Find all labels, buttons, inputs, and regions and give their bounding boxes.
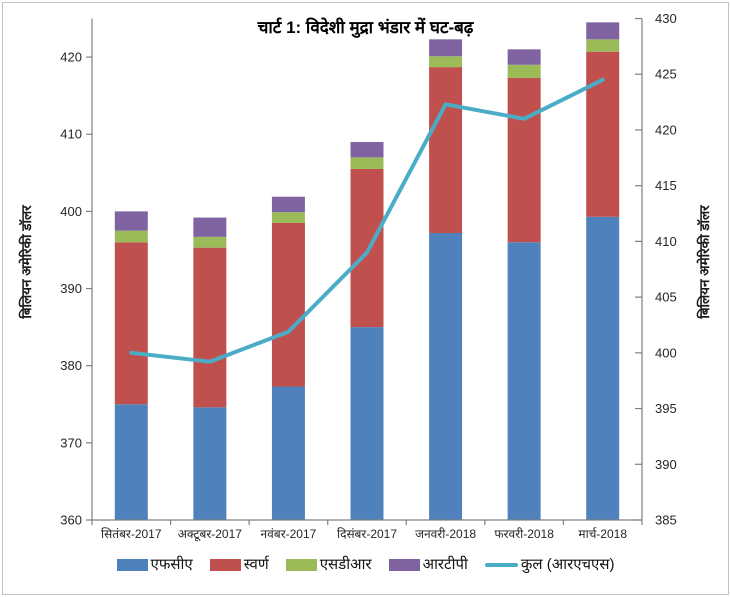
legend-item-total: कुल (आरएचएस) — [484, 556, 615, 574]
left-axis-tick-label: 400 — [60, 204, 82, 219]
chart-title: चार्ट 1: विदेशी मुद्रा भंडार में घट-बढ़ — [257, 18, 474, 37]
bar-segment-rtp — [586, 22, 620, 40]
legend-label-total: कुल (आरएचएस) — [520, 556, 615, 573]
left-axis-tick-label: 380 — [60, 358, 82, 373]
bar-segment-fca — [586, 216, 620, 520]
legend-swatch-rtp — [388, 559, 420, 571]
bar-segment-gold — [114, 242, 148, 405]
bar-segment-rtp — [114, 211, 148, 231]
bar-segment-rtp — [350, 141, 384, 158]
left-axis-tick-label: 420 — [60, 50, 82, 65]
left-axis-tick-label: 410 — [60, 127, 82, 142]
bar-segment-sdr — [586, 39, 620, 52]
bar-segment-rtp — [507, 49, 541, 65]
legend-label-rtp: आरटीपी — [422, 556, 468, 573]
bar-segment-gold — [507, 77, 541, 243]
bar-segment-gold — [271, 222, 305, 387]
bar-segment-fca — [271, 386, 305, 520]
total-line — [129, 77, 605, 364]
right-axis-tick-label: 400 — [655, 345, 677, 360]
bar-segment-rtp — [429, 39, 463, 57]
bar-segment-fca — [429, 232, 463, 521]
left-axis-tick-label: 370 — [60, 435, 82, 450]
right-axis-tick-label: 390 — [655, 457, 677, 472]
right-axis-tick-label: 405 — [655, 290, 677, 305]
bar-segment-rtp — [193, 217, 227, 237]
bar-segment-gold — [193, 247, 227, 408]
legend-item-gold: स्वर्ण — [209, 556, 269, 574]
bar-segment-sdr — [193, 236, 227, 248]
bar-segment-sdr — [507, 64, 541, 78]
bar-segment-fca — [193, 407, 227, 520]
legend-swatch-total — [484, 563, 518, 567]
legend-swatch-fca — [116, 559, 148, 571]
x-axis-category-label: फरवरी-2018 — [494, 527, 554, 541]
bar-segment-sdr — [114, 230, 148, 243]
bar-segment-gold — [586, 51, 620, 217]
right-axis-tick-label: 430 — [655, 11, 677, 26]
bar-segment-sdr — [271, 212, 305, 223]
right-axis-tick-label: 385 — [655, 513, 677, 528]
legend-label-gold: स्वर्ण — [243, 556, 269, 573]
bar-segment-fca — [507, 242, 541, 520]
right-axis-tick-label: 395 — [655, 401, 677, 416]
right-axis-tick-label: 410 — [655, 234, 677, 249]
chart-legend: एफसीए स्वर्ण एसडीआर आरटीपी कुल (आरएचएस) — [0, 556, 731, 574]
x-axis-category-label: मार्च-2018 — [578, 527, 627, 541]
x-axis-category-label: अक्टूबर-2017 — [178, 527, 243, 542]
legend-swatch-sdr — [285, 559, 317, 571]
bar-segment-rtp — [271, 196, 305, 213]
legend-label-sdr: एसडीआर — [319, 556, 372, 573]
bar-segment-fca — [114, 404, 148, 520]
legend-item-fca: एफसीए — [116, 556, 193, 574]
legend-swatch-gold — [209, 559, 241, 571]
bar-segment-gold — [429, 67, 463, 233]
legend-label-fca: एफसीए — [150, 556, 193, 573]
bar-segment-sdr — [350, 157, 384, 169]
bar-segment-gold — [350, 168, 384, 328]
x-axis-category-label: नवंबर-2017 — [261, 527, 317, 541]
left-axis-tick-label: 390 — [60, 281, 82, 296]
x-axis-category-label: दिसंबर-2017 — [337, 527, 397, 541]
left-axis-tick-label: 360 — [60, 513, 82, 528]
right-axis-tick-label: 420 — [655, 122, 677, 137]
legend-item-rtp: आरटीपी — [388, 556, 468, 574]
bar-segment-sdr — [429, 56, 463, 68]
right-axis-tick-label: 415 — [655, 178, 677, 193]
x-axis-category-label: सितंबर-2017 — [101, 527, 162, 541]
legend-item-sdr: एसडीआर — [285, 556, 372, 574]
bar-segment-fca — [350, 327, 384, 520]
x-axis-category-label: जनवरी-2018 — [415, 527, 476, 541]
right-axis-tick-label: 425 — [655, 67, 677, 82]
